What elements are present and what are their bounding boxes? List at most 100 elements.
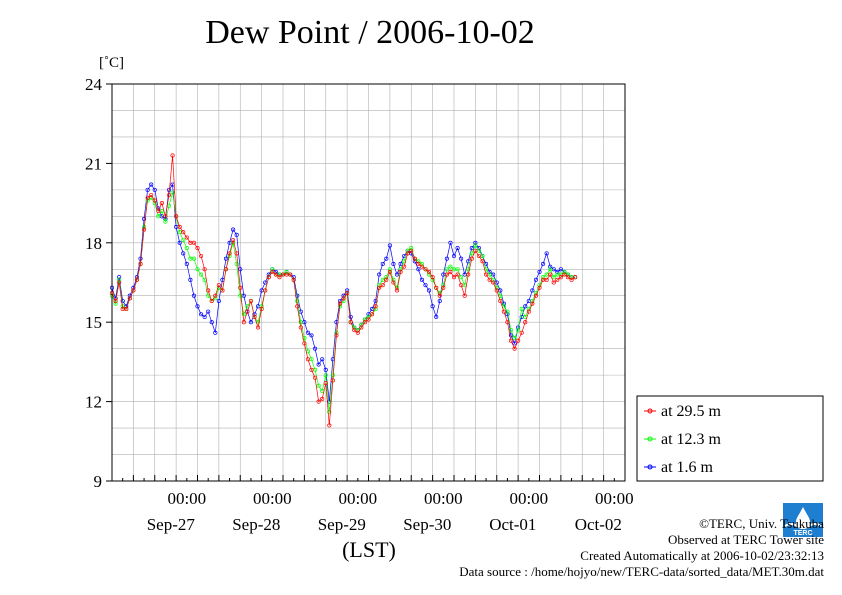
data-point [530,298,535,304]
x-tick-time-label: 00:00 [509,489,548,508]
data-point [380,261,385,267]
data-point [220,288,225,293]
data-point [551,280,556,285]
data-point [345,291,350,296]
data-point [199,312,204,317]
data-point [163,219,168,224]
data-point [441,285,446,290]
data-point [309,367,314,372]
data-point [238,285,243,290]
data-point [348,320,353,325]
series-line [111,183,576,402]
x-tick-date-label: Sep-27 [147,515,196,534]
data-point [113,298,118,304]
data-point [277,275,282,280]
data-point [256,325,261,330]
data-point [302,336,307,341]
data-point [437,298,442,304]
data-point [156,208,161,214]
data-point [223,256,229,261]
data-point [466,272,471,277]
data-point [320,396,325,402]
data-point [562,269,567,274]
data-point [216,283,221,288]
data-point [223,267,229,272]
data-point [459,283,464,288]
data-point [234,232,239,237]
logo-drop-icon [796,507,810,529]
data-point [544,277,549,282]
data-point [234,251,239,256]
data-point [409,248,414,253]
data-point [191,256,196,261]
data-point [248,320,253,325]
data-point [533,293,538,298]
x-tick-time-label: 00:00 [253,489,292,508]
data-point [341,296,346,301]
data-point [138,261,143,267]
data-point [316,399,321,404]
data-point [473,248,478,253]
data-point [459,275,464,280]
data-point [184,261,189,267]
data-point [181,230,186,235]
x-tick-date-label: Oct-01 [489,515,536,534]
data-point [177,240,182,245]
y-tick-label: 18 [85,234,102,253]
data-point [124,306,129,312]
data-point [512,346,517,351]
data-point [302,341,307,346]
data-point [327,410,332,415]
data-point [473,243,478,248]
data-point [191,293,196,298]
data-point [530,288,535,293]
y-tick-label: 12 [85,393,102,412]
data-point [455,272,460,277]
data-point [505,320,510,325]
x-tick-date-label: Sep-30 [403,515,451,534]
data-point [323,367,328,372]
data-point [330,378,335,383]
data-point [266,275,271,280]
data-point [416,267,421,272]
data-point [152,198,157,203]
data-point [548,272,553,277]
data-point [523,320,528,325]
data-point [541,261,546,267]
data-point [494,288,499,293]
data-point [213,293,218,298]
data-point [352,328,357,333]
data-point [270,269,275,274]
data-point [370,312,375,317]
data-point [423,267,428,272]
data-point [434,314,439,319]
data-point [355,330,360,335]
data-point [195,304,200,309]
data-point [377,285,382,290]
data-point [494,285,499,290]
data-point [405,251,410,256]
data-point [373,298,378,304]
data-point [555,269,560,274]
data-point [156,214,161,219]
data-point [231,227,236,232]
data-point [526,306,531,312]
data-point [533,291,538,296]
data-point [387,267,392,272]
data-point [444,267,449,272]
data-point [131,288,136,293]
y-tick-label: 15 [85,313,102,332]
data-point [565,275,571,280]
data-point [298,320,303,325]
data-point [530,301,535,306]
data-point [127,293,132,298]
data-point [491,280,496,285]
data-point [451,253,457,259]
logo-text: TERC [793,530,812,537]
y-tick-label: 21 [85,154,102,173]
observed-text: Observed at TERC Tower site [667,532,824,547]
data-point [202,267,207,272]
data-point [387,243,392,248]
data-point [366,317,371,322]
legend-label: at 29.5 m [661,403,722,420]
